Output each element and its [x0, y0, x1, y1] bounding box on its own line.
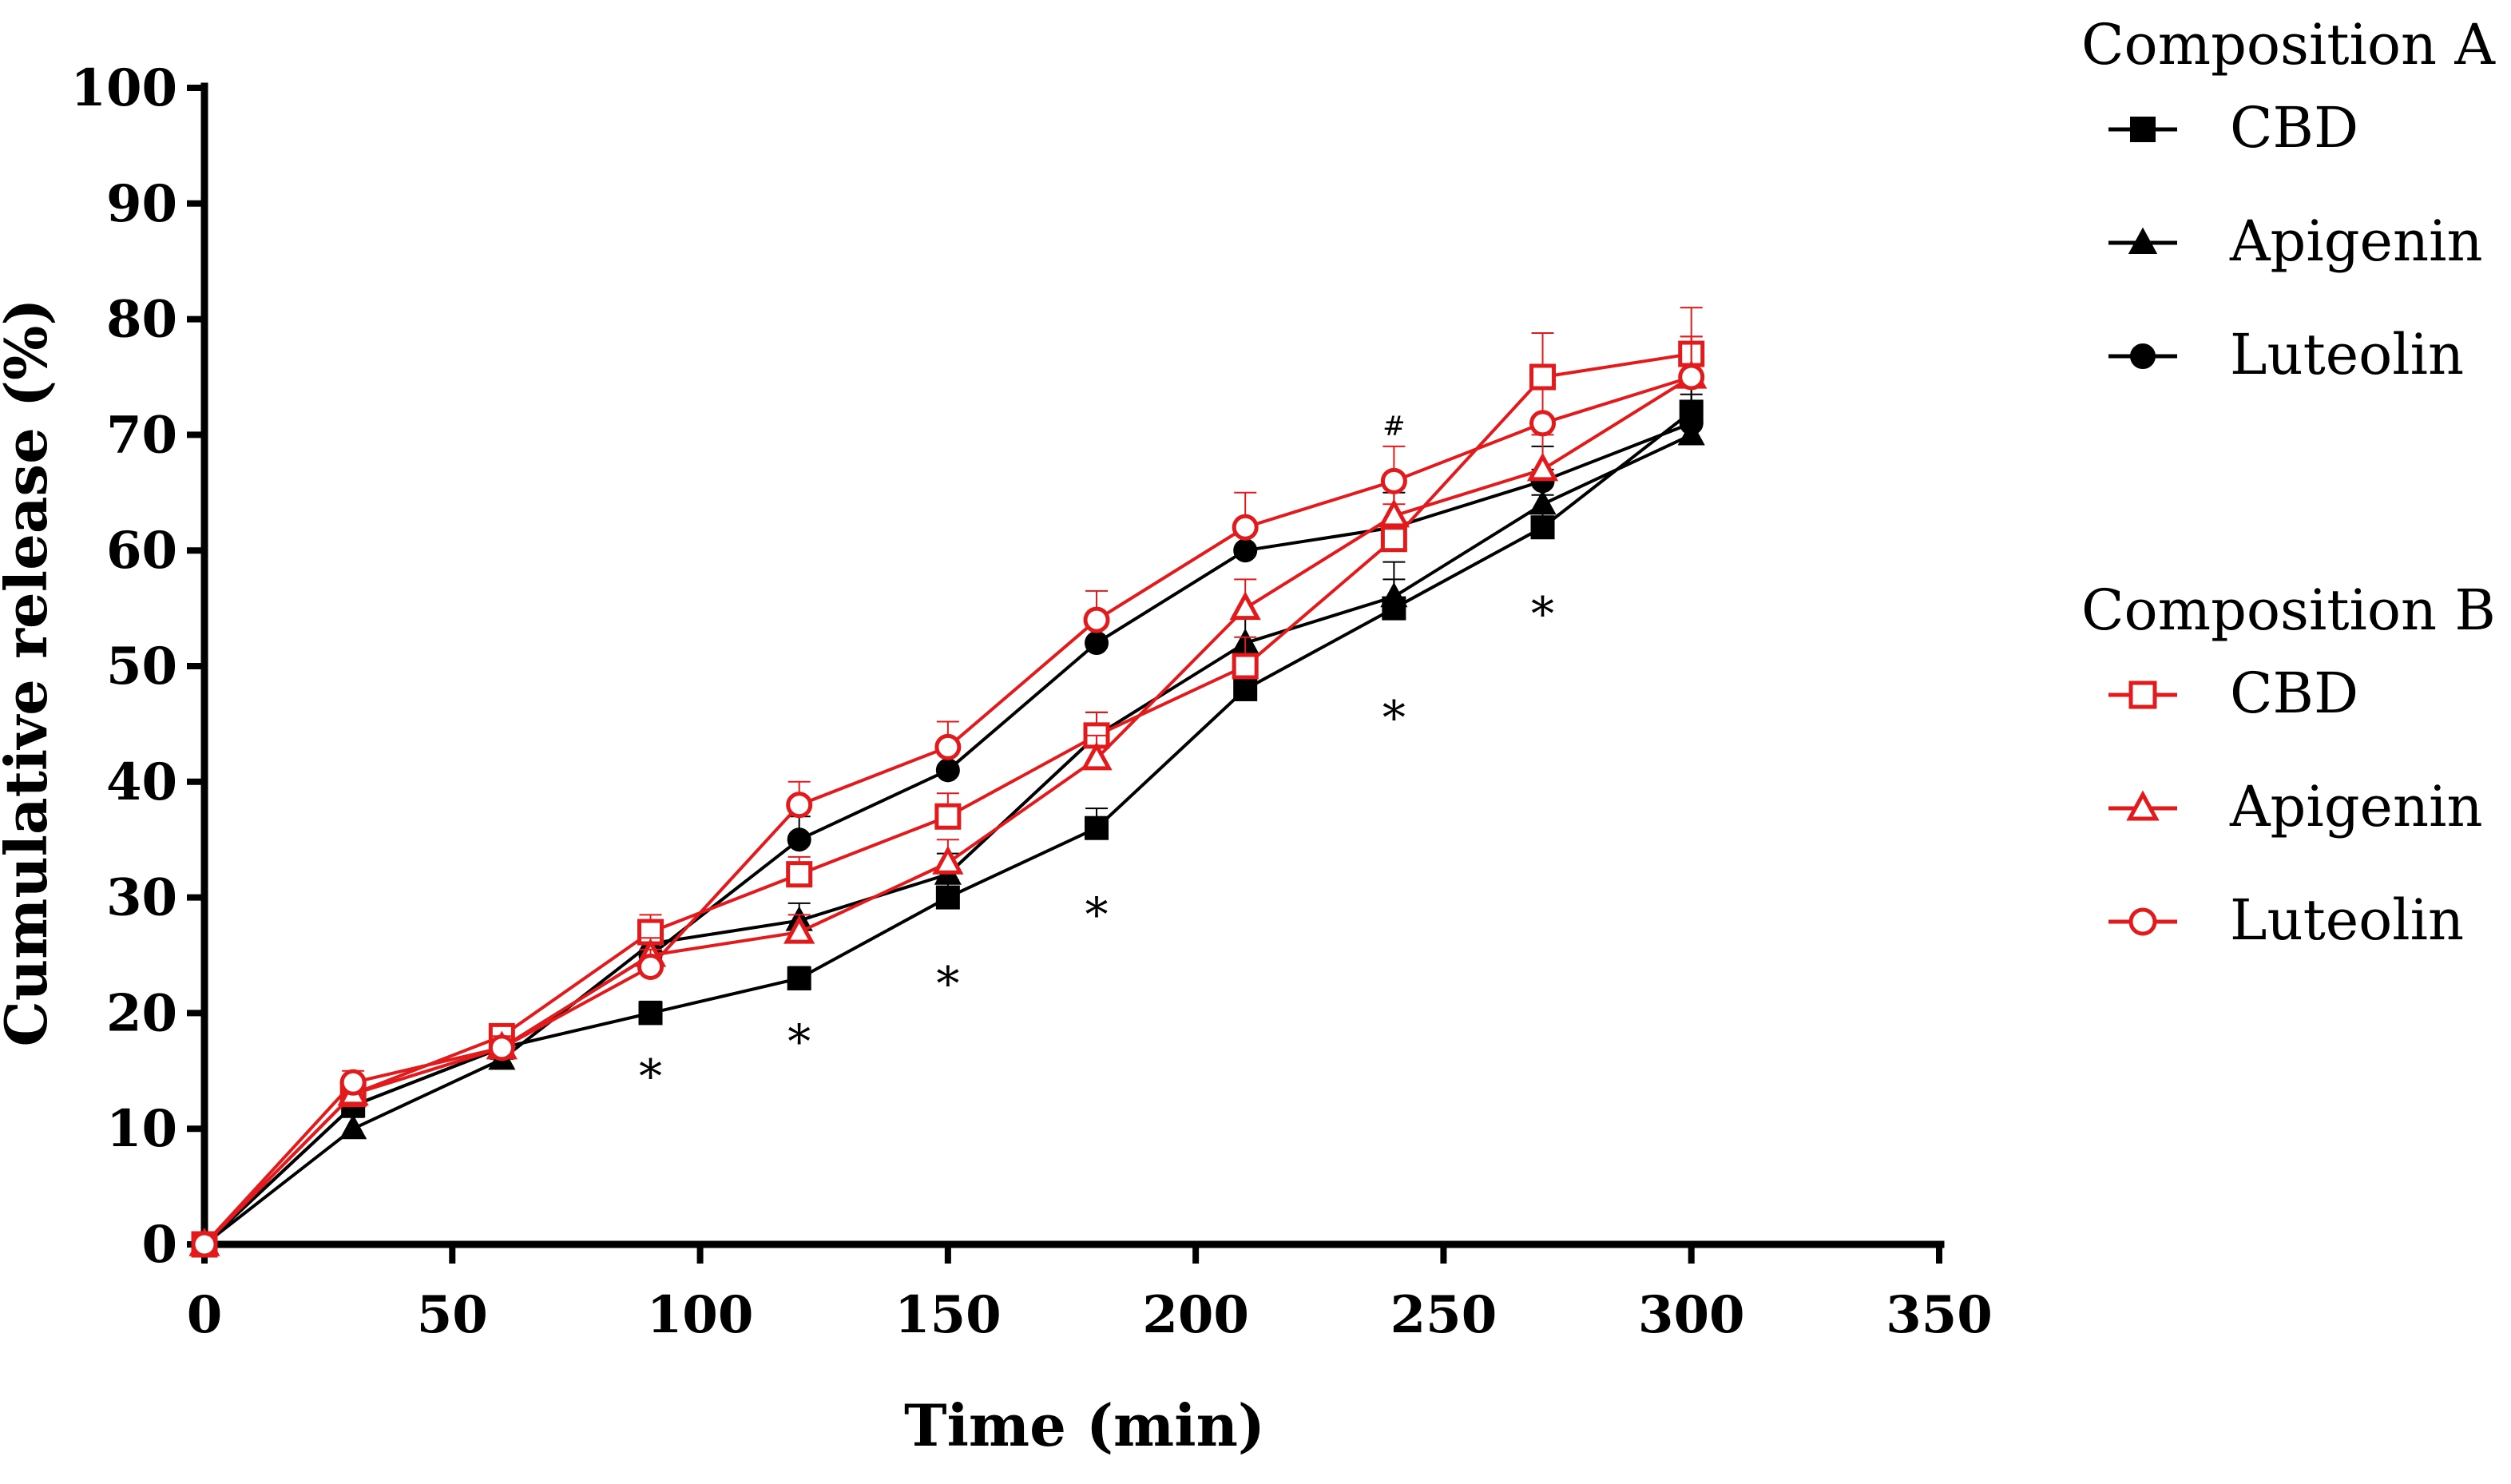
series-group-composition-b: [188, 307, 1708, 1258]
x-tick-label: 50: [417, 1285, 488, 1345]
data-point-composition-b-cbd: [1232, 653, 1259, 680]
legend-item-composition-b-cbd: CBD: [2108, 661, 2358, 726]
y-tick-label: 30: [106, 868, 177, 928]
data-point-composition-a-cbd: [1530, 515, 1555, 540]
data-point-composition-b-apigenin: [1081, 741, 1113, 771]
data-point-composition-a-luteolin: [787, 827, 811, 852]
data-point-composition-a-cbd: [1085, 815, 1109, 840]
data-point-composition-b-luteolin: [1380, 467, 1407, 494]
series-line-composition-a-luteolin: [203, 422, 1692, 1246]
data-point-composition-b-cbd: [786, 861, 813, 888]
asterisk-annotation: *: [787, 1014, 811, 1069]
hash-annotation: #: [1382, 411, 1406, 442]
data-point-composition-a-luteolin: [935, 758, 960, 783]
data-point-composition-b-luteolin: [488, 1034, 515, 1061]
data-point-composition-b-apigenin: [1526, 452, 1559, 482]
data-point-composition-b-apigenin: [1378, 498, 1410, 528]
x-tick-label: 100: [647, 1285, 754, 1345]
legend-marker-circle: [2128, 907, 2157, 936]
x-tick-label: 150: [895, 1285, 1002, 1345]
data-point-composition-b-luteolin: [1529, 410, 1557, 437]
legend-group-composition-a: Composition A CBD Apigenin Luteolin: [2081, 12, 2496, 387]
y-tick-label: 90: [106, 174, 177, 234]
y-tick-label: 10: [106, 1099, 177, 1159]
legend-group-composition-b: Composition B CBD Apigenin Luteolin: [2081, 577, 2496, 953]
legend-marker-circle: [2130, 343, 2156, 369]
legend-title: Composition B: [2081, 577, 2496, 643]
y-tick-label: 80: [106, 290, 177, 350]
asterisk-annotation: *: [1382, 691, 1406, 745]
y-tick-label: 70: [106, 405, 177, 465]
data-point-composition-b-cbd: [1380, 526, 1407, 553]
axes: 0 10 20 30 40 50 60 70 80 90 100 0 50 100 150 200 250 300…: [70, 58, 1992, 1345]
legend-marker-square: [2128, 680, 2157, 709]
legend-label: Luteolin: [2230, 887, 2464, 953]
significance-annotations: * * * * * * #: [639, 411, 1554, 1104]
data-point-composition-b-luteolin: [1083, 606, 1110, 633]
legend-item-composition-b-apigenin: Apigenin: [2108, 774, 2483, 839]
plot-area: [188, 307, 1708, 1258]
legend: Composition ACBDApigeninLuteolinComposit…: [2081, 12, 2496, 953]
y-tick-label: 0: [141, 1215, 177, 1275]
data-point-composition-b-cbd: [934, 803, 962, 830]
legend-label: CBD: [2230, 95, 2358, 161]
legend-marker-triangle: [2126, 790, 2160, 821]
data-point-composition-a-cbd: [787, 966, 811, 990]
data-point-composition-a-apigenin: [339, 1114, 367, 1140]
legend-marker-triangle: [2128, 227, 2158, 254]
data-point-composition-a-cbd: [638, 1001, 663, 1026]
data-point-composition-b-luteolin: [339, 1069, 367, 1096]
legend-title: Composition A: [2081, 12, 2496, 77]
x-tick-label: 200: [1142, 1285, 1249, 1345]
legend-item-composition-b-luteolin: Luteolin: [2108, 887, 2464, 953]
data-point-composition-b-luteolin: [191, 1231, 218, 1258]
x-tick-label: 350: [1886, 1285, 1993, 1345]
y-tick-label: 40: [106, 752, 177, 812]
x-tick-label: 0: [187, 1285, 223, 1345]
data-point-composition-b-luteolin: [786, 792, 813, 819]
asterisk-annotation: *: [1085, 887, 1109, 942]
y-tick-label: 20: [106, 983, 177, 1043]
data-point-composition-a-luteolin: [1679, 411, 1704, 435]
data-point-composition-a-cbd: [935, 885, 960, 910]
y-tick-label: 50: [106, 637, 177, 696]
x-tick-label: 300: [1638, 1285, 1745, 1345]
asterisk-annotation: *: [1531, 586, 1554, 641]
legend-label: Luteolin: [2230, 322, 2464, 387]
data-point-composition-b-cbd: [1529, 363, 1557, 391]
data-point-composition-a-cbd: [1233, 677, 1258, 701]
legend-label: Apigenin: [2229, 774, 2483, 839]
data-point-composition-b-apigenin: [783, 915, 815, 944]
asterisk-annotation: *: [639, 1050, 662, 1104]
legend-item-composition-a-apigenin: Apigenin: [2108, 208, 2483, 274]
data-point-composition-b-luteolin: [637, 953, 664, 980]
y-axis-title: Cumulative release (%): [0, 298, 60, 1046]
series-composition-b-luteolin: [191, 335, 1705, 1258]
data-point-composition-b-apigenin: [932, 845, 964, 875]
asterisk-annotation: *: [936, 957, 959, 1011]
data-point-composition-a-luteolin: [1085, 631, 1109, 656]
data-point-composition-b-apigenin: [1229, 591, 1261, 621]
x-tick-label: 250: [1390, 1285, 1497, 1345]
data-point-composition-a-apigenin: [1529, 490, 1557, 515]
x-axis-title: Time (min): [904, 1391, 1265, 1459]
data-point-composition-b-luteolin: [1232, 514, 1259, 541]
legend-label: CBD: [2230, 661, 2358, 726]
legend-item-composition-a-luteolin: Luteolin: [2108, 322, 2464, 387]
y-tick-label: 100: [70, 58, 177, 118]
data-point-composition-a-apigenin: [1380, 581, 1408, 608]
legend-item-composition-a-cbd: CBD: [2108, 95, 2358, 161]
legend-marker-square: [2130, 117, 2156, 142]
data-point-composition-a-luteolin: [1233, 538, 1258, 563]
legend-label: Apigenin: [2229, 208, 2483, 274]
y-tick-label: 60: [106, 521, 177, 581]
data-point-composition-b-luteolin: [1678, 363, 1705, 391]
data-point-composition-b-luteolin: [934, 733, 962, 760]
